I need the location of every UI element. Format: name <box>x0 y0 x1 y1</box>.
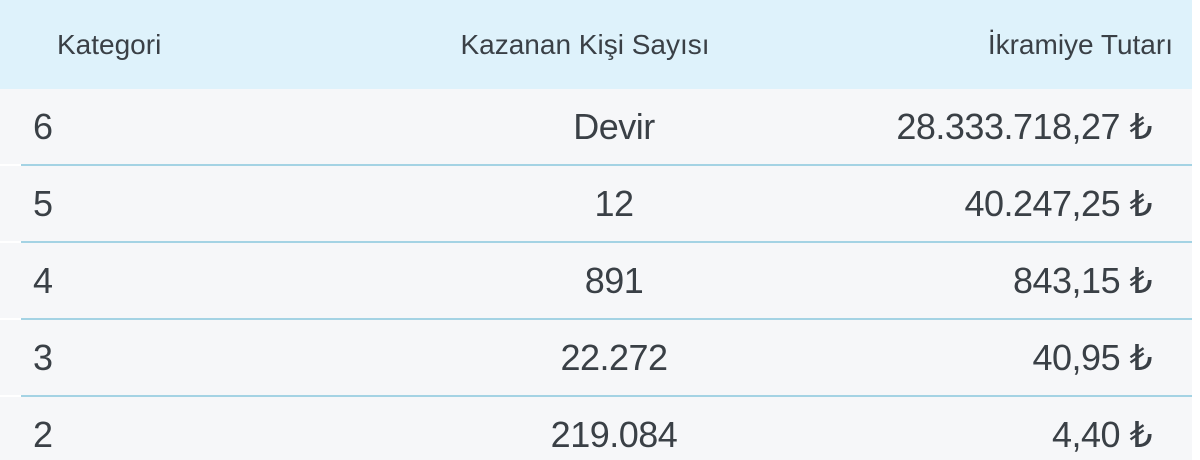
cell-ikramiye-tutari: 4,40 ₺ <box>1052 413 1152 455</box>
row-divider <box>21 318 1192 320</box>
cell-kazanan-kisi-sayisi: 22.272 <box>560 336 668 378</box>
table-row: 4 891 843,15 ₺ <box>0 243 1192 318</box>
row-divider <box>21 241 1192 243</box>
row-divider <box>21 164 1192 166</box>
table-row: 3 22.272 40,95 ₺ <box>0 320 1192 395</box>
cell-kazanan-kisi-sayisi: Devir <box>573 105 655 147</box>
table-header-row: Kategori Kazanan Kişi Sayısı İkramiye Tu… <box>0 0 1192 89</box>
cell-kategori: 4 <box>33 259 53 301</box>
table-row: 6 Devir 28.333.718,27 ₺ <box>0 89 1192 164</box>
table-row: 5 12 40.247,25 ₺ <box>0 166 1192 241</box>
cell-kategori: 5 <box>33 182 53 224</box>
table-body: 6 Devir 28.333.718,27 ₺ 5 12 40.247,25 ₺… <box>0 89 1192 460</box>
header-cell-kazanan-kisi-sayisi: Kazanan Kişi Sayısı <box>460 28 710 60</box>
cell-ikramiye-tutari: 28.333.718,27 ₺ <box>896 105 1152 147</box>
cell-kazanan-kisi-sayisi: 219.084 <box>550 413 678 455</box>
cell-kategori: 3 <box>33 336 53 378</box>
cell-ikramiye-tutari: 40.247,25 ₺ <box>964 182 1152 224</box>
row-divider <box>21 395 1192 397</box>
cell-kazanan-kisi-sayisi: 891 <box>584 259 644 301</box>
header-cell-ikramiye-tutari: İkramiye Tutarı <box>987 28 1173 60</box>
table-row: 2 219.084 4,40 ₺ <box>0 397 1192 460</box>
cell-ikramiye-tutari: 843,15 ₺ <box>1012 259 1153 301</box>
cell-ikramiye-tutari: 40,95 ₺ <box>1032 336 1153 378</box>
header-cell-kategori: Kategori <box>57 28 162 60</box>
cell-kategori: 2 <box>33 413 53 455</box>
cell-kategori: 6 <box>33 105 53 147</box>
cell-kazanan-kisi-sayisi: 12 <box>594 182 634 224</box>
